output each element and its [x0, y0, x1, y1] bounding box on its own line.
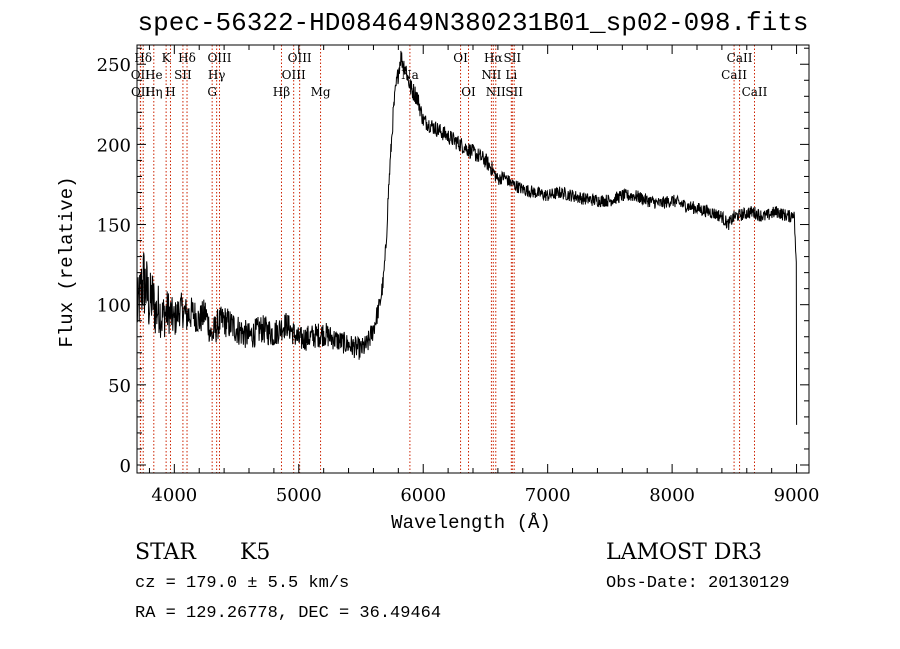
y-tick-label: 250	[97, 55, 131, 76]
x-tick-label: 8000	[649, 485, 695, 506]
line-marker-label: Li	[505, 68, 517, 82]
chart-title: spec-56322-HD084649N380231B01_sp02-098.f…	[137, 8, 809, 38]
x-tick-label: 9000	[774, 485, 820, 506]
line-marker-label: OI	[453, 51, 468, 65]
line-marker-label: Hβ	[273, 85, 290, 99]
line-marker-label: SII	[174, 68, 192, 82]
plot-frame	[136, 44, 810, 474]
line-marker-label: NII	[481, 68, 501, 82]
line-marker-label: CaII	[727, 51, 753, 65]
line-marker-label: OII	[131, 85, 151, 99]
line-marker-label: Mg	[311, 85, 331, 99]
line-marker-label: He	[145, 68, 163, 82]
line-marker-label: SII	[505, 85, 523, 99]
object-class: STAR	[135, 540, 196, 565]
line-marker-label: OIII	[207, 51, 231, 65]
line-marker-label: OIII	[282, 68, 306, 82]
line-marker-label: OI	[461, 85, 476, 99]
line-marker-label: OIII	[288, 51, 312, 65]
x-tick-label: 4000	[151, 485, 197, 506]
line-marker-label: CaII	[721, 68, 747, 82]
line-marker-label: NII	[486, 85, 506, 99]
x-axis-label: Wavelength (Å)	[391, 512, 551, 534]
line-marker-label: CaII	[742, 85, 768, 99]
x-axis-ticks: 4000 5000 6000 7000 8000 9000	[148, 45, 820, 506]
survey-name: LAMOST DR3	[606, 540, 762, 565]
y-axis-label: Flux (relative)	[56, 176, 78, 347]
spectrum-line	[136, 50, 798, 425]
y-tick-label: 50	[108, 376, 131, 397]
line-marker-label: OII	[131, 68, 151, 82]
y-tick-label: 0	[120, 456, 131, 477]
y-tick-label: 100	[97, 296, 131, 317]
line-marker-label: Hδ	[178, 51, 196, 65]
line-marker-label: Hη	[145, 85, 163, 99]
line-marker-label: Hδ	[134, 51, 152, 65]
line-marker-label: Hα	[484, 51, 503, 65]
x-tick-label: 5000	[276, 485, 322, 506]
x-tick-label: 7000	[525, 485, 571, 506]
line-marker-label: H	[165, 85, 175, 99]
y-tick-label: 150	[97, 216, 131, 237]
line-marker-label: K	[162, 51, 172, 65]
coordinates: RA = 129.26778, DEC = 36.49464	[135, 604, 442, 623]
line-marker-label: Hγ	[208, 68, 226, 82]
line-marker-label: SII	[503, 51, 521, 65]
x-tick-label: 6000	[400, 485, 446, 506]
y-tick-label: 200	[97, 135, 131, 156]
line-marker-group	[139, 45, 755, 473]
redshift-cz: cz = 179.0 ± 5.5 km/s	[135, 574, 350, 593]
observation-date: Obs-Date: 20130129	[606, 574, 790, 593]
y-axis-ticks: 0 50 100 150 200 250	[97, 47, 809, 477]
line-marker-label: G	[207, 85, 217, 99]
object-subclass: K5	[240, 540, 271, 565]
